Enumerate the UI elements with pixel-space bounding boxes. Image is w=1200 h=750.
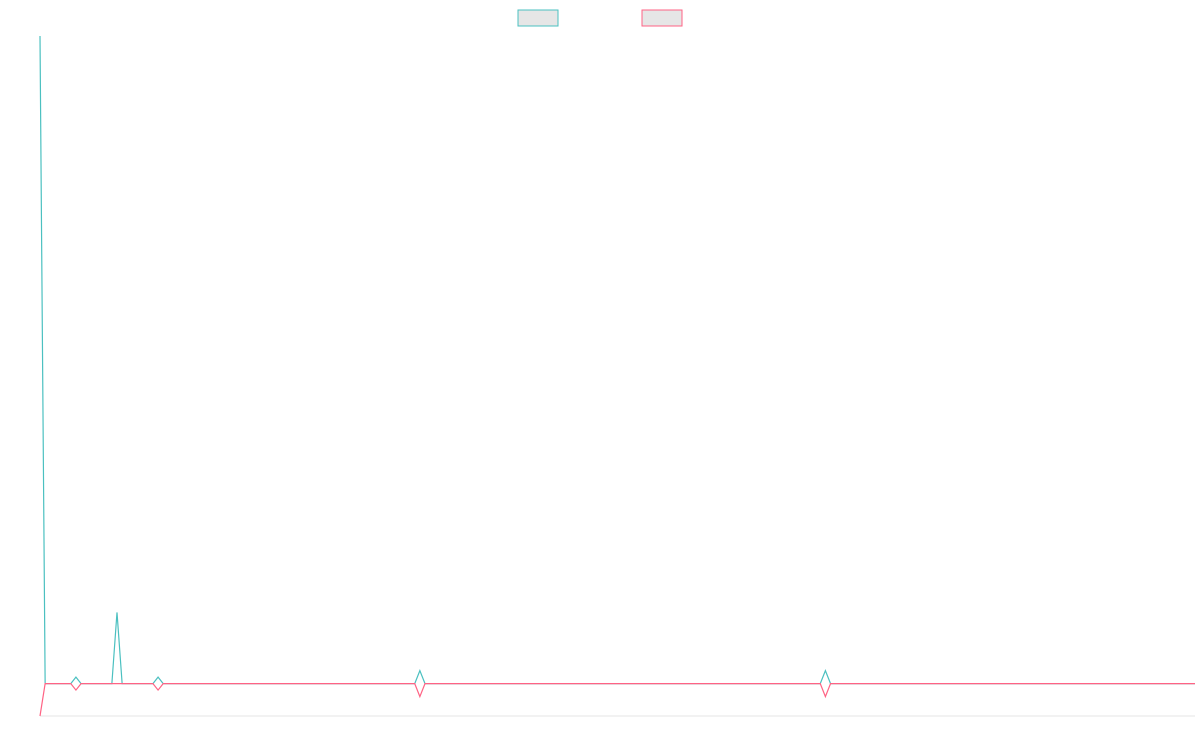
legend-item[interactable] xyxy=(517,9,559,27)
legend-item[interactable] xyxy=(641,9,683,27)
data-line xyxy=(39,35,1195,685)
data-line xyxy=(39,683,1195,717)
